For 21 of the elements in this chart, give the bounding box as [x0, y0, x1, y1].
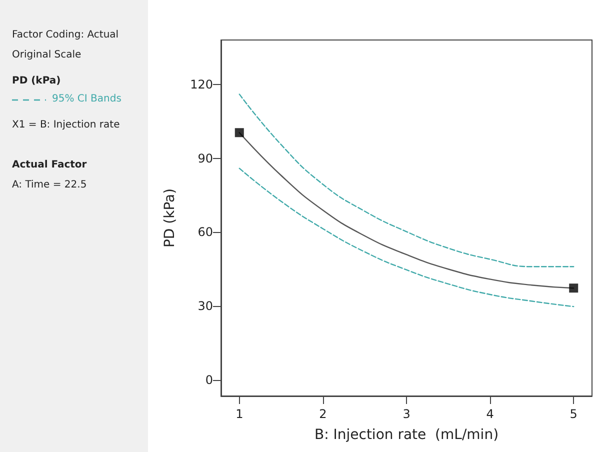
x-tick-label: 5: [570, 407, 578, 421]
x-tick-label: 2: [319, 407, 327, 421]
text: A: Time = 22.5: [12, 180, 87, 190]
y-tick-label: 60: [198, 225, 213, 240]
x-tick-label: 1: [236, 407, 244, 421]
text: Original Scale: [12, 50, 82, 60]
legend-title: PD (kPa): [12, 76, 61, 86]
y-axis-title: PD (kPa): [162, 188, 178, 248]
x-tick-label: 4: [486, 407, 494, 421]
text: Factor Coding: Actual: [12, 30, 119, 40]
y-tick-label: 120: [190, 77, 213, 92]
y-tick-label: 30: [198, 299, 213, 314]
legend-label: 95% CI Bands: [52, 94, 122, 104]
x-tick-label: 3: [402, 407, 410, 421]
line-series: [238, 168, 574, 308]
y-tick-label: 90: [198, 151, 213, 166]
text: Actual Factor: [12, 160, 87, 170]
y-tick-label: 0: [205, 372, 213, 387]
line-series: [238, 94, 574, 268]
x-axis-title: B: Injection rate (mL/min): [314, 427, 499, 443]
text: X1 = B: Injection rate: [12, 120, 120, 130]
